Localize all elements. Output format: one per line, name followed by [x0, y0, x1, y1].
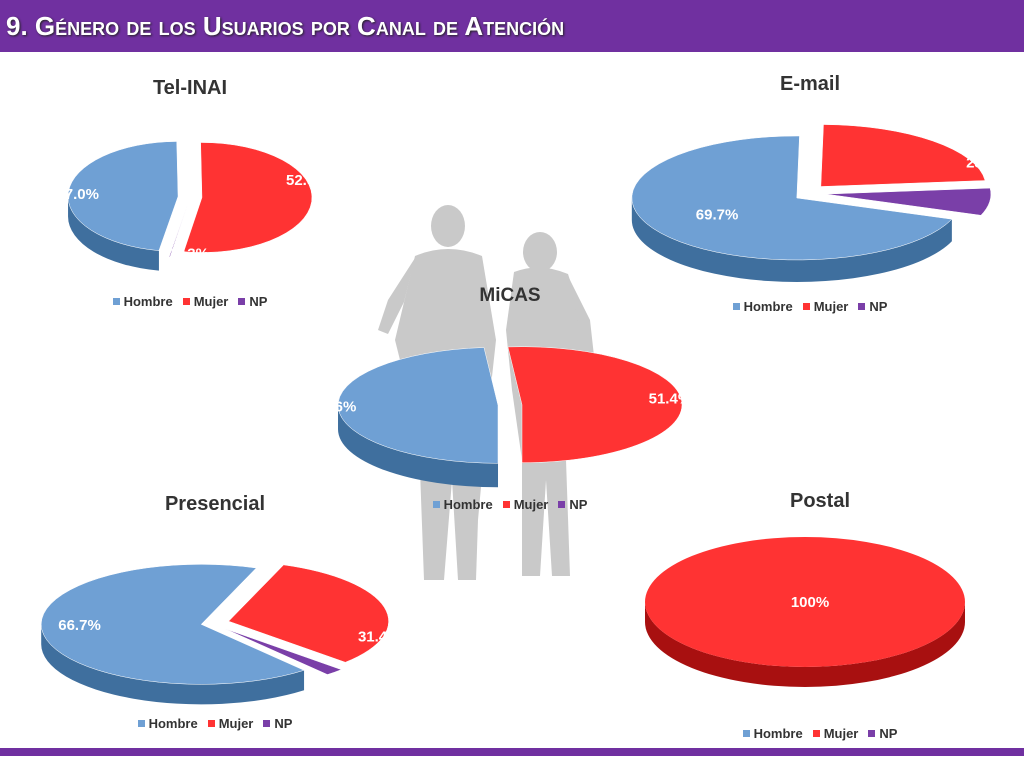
legend-label: NP	[569, 497, 588, 512]
legend-swatch	[742, 730, 750, 737]
pie-slice-hombre	[41, 564, 305, 685]
pie-slice-side	[68, 196, 159, 271]
data-label-hombre: 69.7%	[696, 206, 739, 223]
chart-tel-inai: Tel-INAI 47.0% 52.8% 0.13% Hombre Mujer NP	[40, 72, 340, 317]
data-label-np: 0.13%	[166, 245, 209, 262]
legend-swatch	[868, 730, 876, 737]
legend-swatch	[558, 501, 566, 508]
legend-item-mujer: Mujer	[802, 299, 849, 314]
pie-slice-hombre	[67, 141, 179, 251]
legend-label: Hombre	[123, 294, 173, 309]
chart-postal: Postal 100% Hombre Mujer NP	[640, 485, 1000, 750]
page-title: 9. Género de los Usuarios por Canal de A…	[6, 11, 565, 41]
chart-title: Presencial	[164, 493, 266, 515]
pie-chart-svg: 66.7% 31.4% 1.9%	[41, 564, 400, 722]
legend-item-np: NP	[263, 716, 292, 731]
pie-slice-np	[224, 628, 343, 675]
pie-slice-side	[41, 624, 305, 705]
legend-item-mujer: Mujer	[182, 294, 229, 309]
pie-slice-mujer	[228, 564, 389, 663]
legend-label: NP	[274, 716, 293, 731]
data-label-mujer: 31.4%	[358, 629, 400, 646]
legend-label: Mujer	[823, 726, 859, 741]
legend-swatch	[802, 303, 810, 310]
chart-legend: Hombre Mujer NP	[330, 497, 690, 512]
data-label-hombre: 66.7%	[58, 617, 101, 634]
chart-title: E-mail	[779, 73, 841, 95]
chart-legend: Hombre Mujer NP	[30, 716, 400, 731]
legend-label: Hombre	[753, 726, 803, 741]
data-label-np: 7.10%	[955, 220, 998, 237]
legend-label: NP	[879, 726, 898, 741]
legend-swatch	[238, 298, 246, 305]
legend-swatch	[182, 298, 190, 305]
legend-item-hombre: Hombre	[432, 497, 493, 512]
legend-label: Mujer	[218, 716, 254, 731]
data-label-mujer: 52.8%	[286, 172, 329, 189]
legend-item-mujer: Mujer	[812, 726, 859, 741]
chart-legend: Hombre Mujer NP	[620, 299, 1000, 314]
legend-swatch	[137, 720, 145, 727]
legend-label: Mujer	[813, 299, 849, 314]
legend-label: Mujer	[193, 294, 229, 309]
data-label-mujer: 23.2%	[966, 154, 1000, 171]
footer-bar	[0, 748, 1024, 756]
legend-swatch	[858, 303, 866, 310]
legend-item-mujer: Mujer	[207, 716, 254, 731]
data-label-np: 1.9%	[298, 705, 332, 722]
pie-slice-mujer	[645, 537, 965, 667]
chart-email: E-mail 69.7% 23.2% 7.10% Hombre Mujer NP	[620, 68, 1000, 323]
legend-label: NP	[869, 299, 888, 314]
legend-swatch	[207, 720, 215, 727]
pie-chart-svg: 48.6% 51.4%	[330, 346, 690, 488]
legend-item-hombre: Hombre	[112, 294, 173, 309]
pie-slice-mujer	[507, 346, 683, 463]
pie-slice-hombre	[337, 347, 499, 464]
chart-title: Postal	[789, 490, 851, 512]
legend-label: Hombre	[443, 497, 493, 512]
chart-title: Tel-INAI	[152, 77, 228, 99]
chart-legend: Hombre Mujer NP	[640, 726, 1000, 741]
pie-slice-mujer	[820, 124, 986, 187]
legend-label: Mujer	[513, 497, 549, 512]
data-label-mujer: 51.4%	[649, 390, 690, 407]
legend-item-np: NP	[238, 294, 267, 309]
legend-item-np: NP	[858, 299, 887, 314]
pie-slice-side	[631, 197, 952, 282]
pie-slice-side	[645, 602, 965, 687]
data-label-hombre: 48.6%	[330, 399, 356, 416]
legend-swatch	[112, 298, 120, 305]
pie-slice-np	[825, 187, 992, 216]
pie-slice-hombre	[631, 135, 953, 261]
data-label-hombre: 47.0%	[56, 186, 99, 203]
chart-micas: MiCAS 48.6% 51.4% Hombre Mujer NP	[330, 280, 690, 520]
pie-chart-svg: 47.0% 52.8% 0.13%	[56, 141, 329, 271]
legend-swatch	[432, 501, 440, 508]
legend-label: Hombre	[743, 299, 793, 314]
chart-legend: Hombre Mujer NP	[40, 294, 340, 309]
pie-slice-mujer	[183, 142, 313, 253]
pie-slice-np	[168, 203, 189, 259]
legend-item-np: NP	[868, 726, 897, 741]
chart-title: MiCAS	[479, 285, 541, 306]
legend-item-mujer: Mujer	[502, 497, 549, 512]
legend-label: NP	[249, 294, 268, 309]
pie-chart-svg: 69.7% 23.2% 7.10%	[631, 124, 1000, 282]
data-label-mujer: 100%	[791, 594, 829, 611]
legend-swatch	[812, 730, 820, 737]
chart-presencial: Presencial 66.7% 31.4% 1.9% Hombre Mujer NP	[30, 488, 400, 743]
legend-label: Hombre	[148, 716, 198, 731]
pie-chart-svg: 100%	[645, 537, 965, 687]
legend-swatch	[732, 303, 740, 310]
header-bar: 9. Género de los Usuarios por Canal de A…	[0, 0, 1024, 52]
legend-swatch	[502, 501, 510, 508]
legend-item-np: NP	[558, 497, 587, 512]
legend-item-hombre: Hombre	[732, 299, 793, 314]
legend-item-hombre: Hombre	[137, 716, 198, 731]
pie-slice-side	[338, 405, 499, 488]
legend-swatch	[263, 720, 271, 727]
legend-item-hombre: Hombre	[742, 726, 803, 741]
